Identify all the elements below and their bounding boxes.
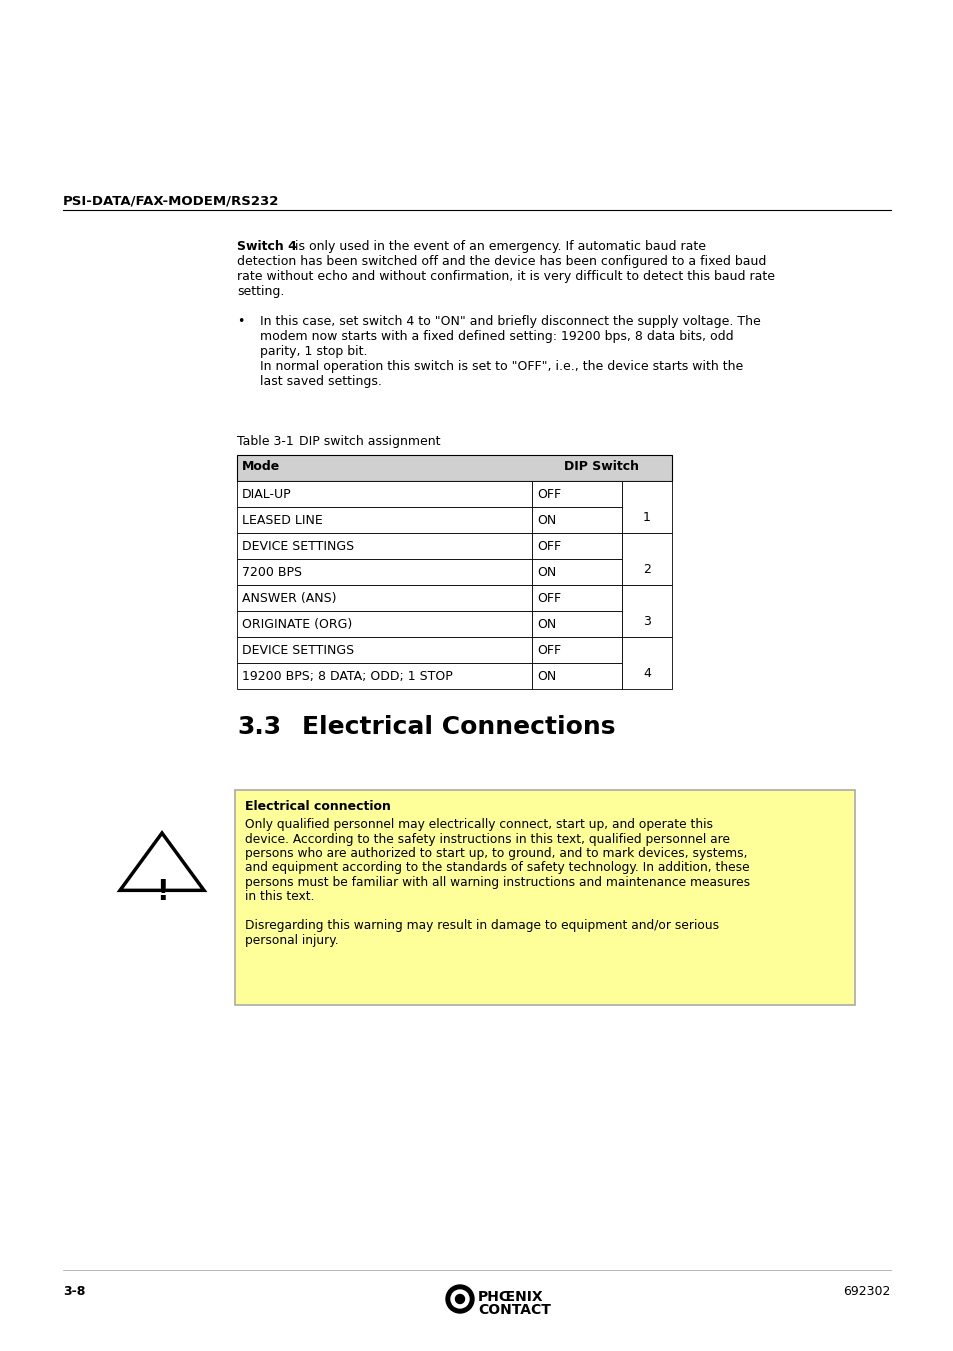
Text: OFF: OFF (537, 644, 560, 657)
Text: personal injury.: personal injury. (245, 934, 338, 947)
Text: 3-8: 3-8 (63, 1285, 85, 1298)
Text: in this text.: in this text. (245, 890, 314, 904)
Text: is only used in the event of an emergency. If automatic baud rate: is only used in the event of an emergenc… (291, 240, 705, 253)
Polygon shape (120, 834, 204, 890)
Circle shape (455, 1294, 464, 1304)
Text: detection has been switched off and the device has been configured to a fixed ba: detection has been switched off and the … (236, 255, 765, 267)
Text: DEVICE SETTINGS: DEVICE SETTINGS (242, 644, 354, 657)
Text: DEVICE SETTINGS: DEVICE SETTINGS (242, 540, 354, 553)
Text: 1: 1 (642, 511, 650, 524)
Bar (532, 611, 621, 638)
Text: PHŒNIX: PHŒNIX (477, 1290, 543, 1304)
Bar (236, 534, 532, 559)
Bar (236, 638, 532, 663)
Bar (532, 585, 621, 611)
Bar (621, 638, 671, 689)
Text: PSI-DATA/FAX-MODEM/RS232: PSI-DATA/FAX-MODEM/RS232 (63, 195, 279, 208)
Text: rate without echo and without confirmation, it is very difficult to detect this : rate without echo and without confirmati… (236, 270, 774, 282)
Bar (236, 663, 532, 689)
Text: and equipment according to the standards of safety technology. In addition, thes: and equipment according to the standards… (245, 862, 749, 874)
Text: persons must be familiar with all warning instructions and maintenance measures: persons must be familiar with all warnin… (245, 875, 749, 889)
Text: ON: ON (537, 513, 556, 527)
Text: persons who are authorized to start up, to ground, and to mark devices, systems,: persons who are authorized to start up, … (245, 847, 747, 861)
Bar (236, 455, 671, 481)
Bar (234, 790, 854, 1005)
Text: 4: 4 (642, 667, 650, 680)
Text: In this case, set switch 4 to "ON" and briefly disconnect the supply voltage. Th: In this case, set switch 4 to "ON" and b… (260, 315, 760, 328)
Bar (621, 585, 671, 638)
Text: ON: ON (537, 617, 556, 631)
Text: ANSWER (ANS): ANSWER (ANS) (242, 592, 336, 605)
Text: DIP switch assignment: DIP switch assignment (298, 435, 440, 449)
Bar (236, 585, 532, 611)
Text: LEASED LINE: LEASED LINE (242, 513, 322, 527)
Bar (532, 638, 621, 663)
Text: !: ! (155, 878, 168, 907)
Bar (532, 481, 621, 507)
Text: Only qualified personnel may electrically connect, start up, and operate this: Only qualified personnel may electricall… (245, 817, 712, 831)
Bar (236, 481, 532, 507)
Text: OFF: OFF (537, 488, 560, 501)
Bar (621, 481, 671, 534)
Text: DIAL-UP: DIAL-UP (242, 488, 292, 501)
Text: Mode: Mode (242, 459, 280, 473)
Text: Electrical connection: Electrical connection (245, 800, 391, 813)
Text: Table 3-1: Table 3-1 (236, 435, 294, 449)
Text: 2: 2 (642, 563, 650, 576)
Text: ORIGINATE (ORG): ORIGINATE (ORG) (242, 617, 352, 631)
Text: OFF: OFF (537, 540, 560, 553)
Bar (236, 611, 532, 638)
Text: setting.: setting. (236, 285, 284, 299)
Text: DIP Switch: DIP Switch (564, 459, 639, 473)
Text: 692302: 692302 (842, 1285, 890, 1298)
Text: 7200 BPS: 7200 BPS (242, 566, 302, 580)
Text: ON: ON (537, 566, 556, 580)
Circle shape (446, 1285, 474, 1313)
Circle shape (451, 1290, 469, 1308)
Text: device. According to the safety instructions in this text, qualified personnel a: device. According to the safety instruct… (245, 832, 729, 846)
Text: Electrical Connections: Electrical Connections (302, 715, 615, 739)
Text: OFF: OFF (537, 592, 560, 605)
Bar (621, 534, 671, 585)
Bar (532, 663, 621, 689)
Text: Switch 4: Switch 4 (236, 240, 296, 253)
Bar (236, 507, 532, 534)
Text: In normal operation this switch is set to "OFF", i.e., the device starts with th: In normal operation this switch is set t… (260, 359, 742, 373)
Bar (532, 534, 621, 559)
Bar (532, 507, 621, 534)
Text: parity, 1 stop bit.: parity, 1 stop bit. (260, 345, 367, 358)
Bar (236, 559, 532, 585)
Text: CONTACT: CONTACT (477, 1302, 550, 1317)
Text: •: • (236, 315, 244, 328)
Text: Disregarding this warning may result in damage to equipment and/or serious: Disregarding this warning may result in … (245, 920, 719, 932)
Text: last saved settings.: last saved settings. (260, 376, 381, 388)
Bar (532, 559, 621, 585)
Text: 19200 BPS; 8 DATA; ODD; 1 STOP: 19200 BPS; 8 DATA; ODD; 1 STOP (242, 670, 453, 684)
Text: 3.3: 3.3 (236, 715, 281, 739)
Text: 3: 3 (642, 615, 650, 628)
Text: modem now starts with a fixed defined setting: 19200 bps, 8 data bits, odd: modem now starts with a fixed defined se… (260, 330, 733, 343)
Text: ON: ON (537, 670, 556, 684)
